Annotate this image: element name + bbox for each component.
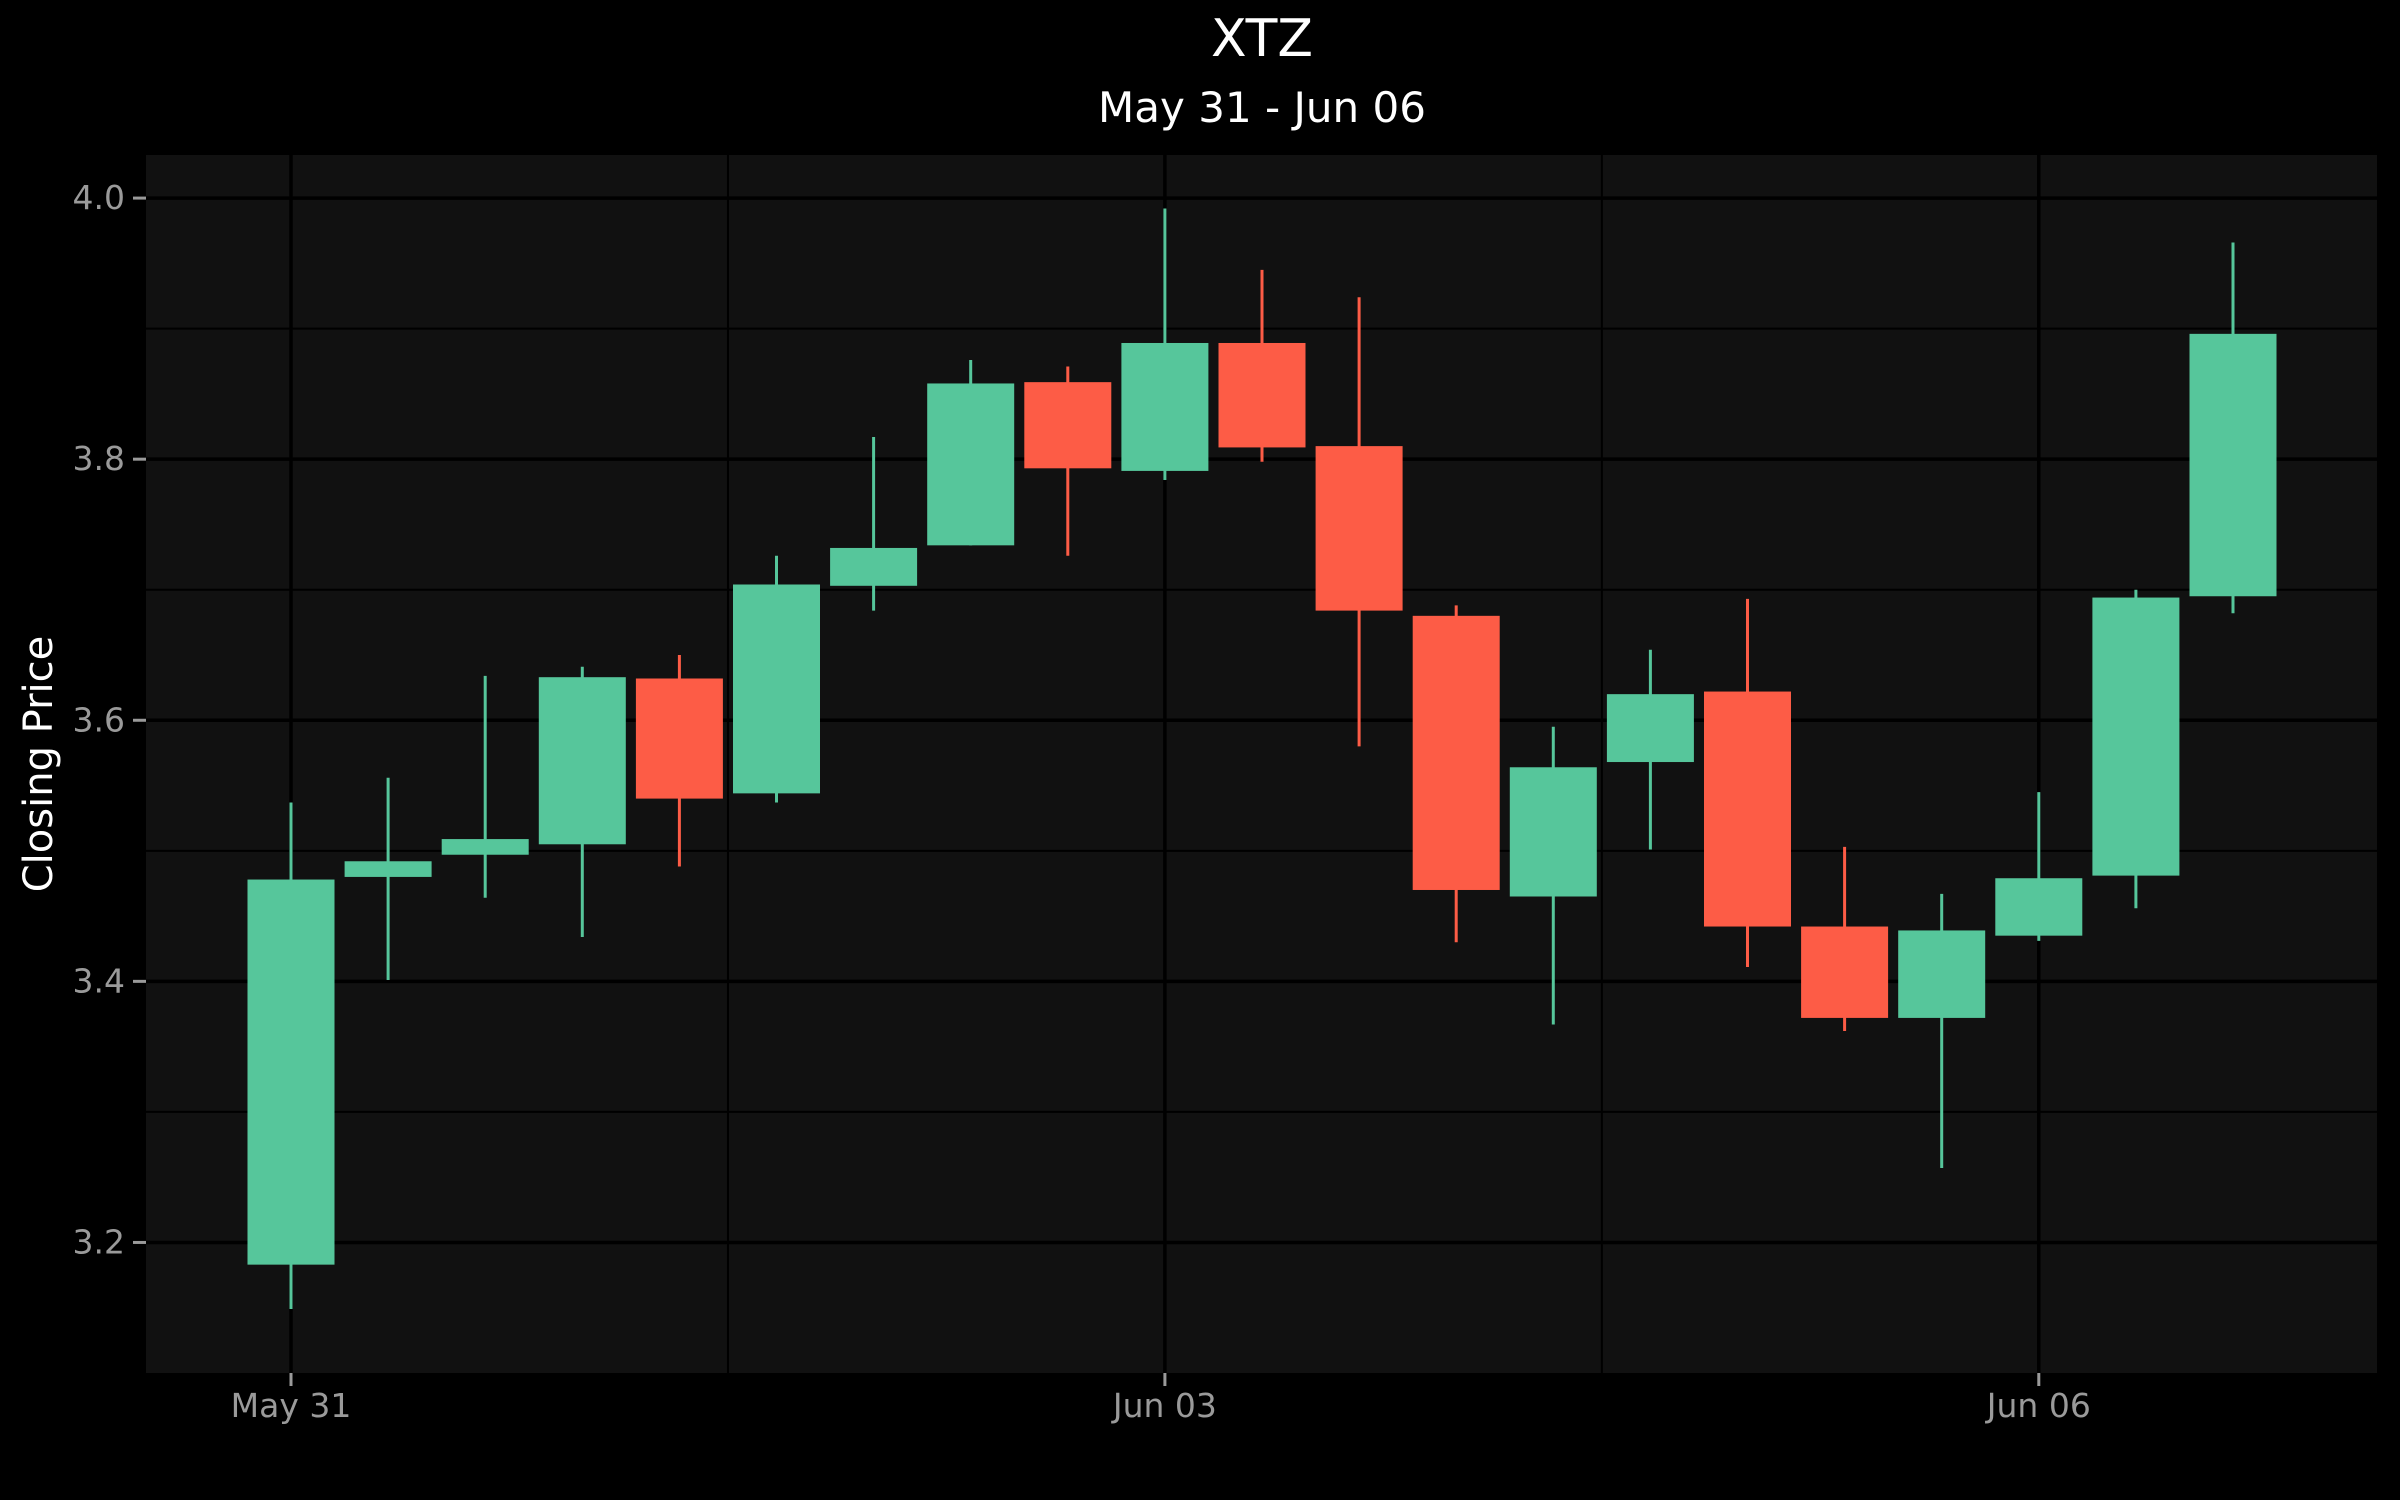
candle-body bbox=[1024, 382, 1112, 469]
candle-body bbox=[1315, 446, 1403, 611]
candle-body bbox=[344, 861, 432, 877]
candle bbox=[1801, 846, 1889, 1031]
candle bbox=[1606, 649, 1694, 850]
candle bbox=[1995, 792, 2083, 941]
candle-body bbox=[1898, 930, 1986, 1018]
candle bbox=[538, 666, 626, 937]
candles bbox=[247, 208, 2277, 1310]
chart-title: XTZ bbox=[1211, 9, 1313, 69]
candle-body bbox=[2189, 333, 2277, 597]
candle bbox=[2092, 589, 2180, 909]
candle bbox=[344, 777, 432, 981]
candle-body bbox=[538, 677, 626, 845]
candle bbox=[441, 675, 529, 898]
candle-body bbox=[1121, 342, 1209, 471]
candle bbox=[1704, 598, 1791, 967]
candle bbox=[1509, 726, 1597, 1025]
candle-body bbox=[927, 383, 1015, 546]
candle bbox=[1024, 366, 1112, 556]
grid-lines bbox=[146, 155, 2377, 1373]
candle bbox=[733, 555, 820, 803]
x-tick-label: May 31 bbox=[231, 1386, 352, 1425]
candle-body bbox=[1606, 694, 1694, 763]
y-tick-label: 4.0 bbox=[73, 178, 125, 217]
candle-body bbox=[733, 584, 820, 794]
candle-body bbox=[1509, 767, 1597, 897]
candle bbox=[1121, 208, 1209, 481]
x-tick-label: Jun 06 bbox=[1985, 1386, 2091, 1425]
y-axis-title: Closing Price bbox=[16, 636, 62, 893]
candle bbox=[830, 436, 918, 611]
candle bbox=[1315, 297, 1403, 747]
candle bbox=[1898, 893, 1986, 1169]
candle-body bbox=[635, 678, 723, 799]
y-tick-label: 3.8 bbox=[73, 439, 125, 478]
candle bbox=[1218, 269, 1306, 462]
candle bbox=[927, 359, 1015, 546]
candle bbox=[2189, 242, 2277, 614]
candle bbox=[247, 802, 335, 1310]
candle-body bbox=[1218, 342, 1306, 448]
candle-body bbox=[1995, 878, 2083, 936]
x-tick-label: Jun 03 bbox=[1111, 1386, 1217, 1425]
candle-body bbox=[1704, 691, 1791, 927]
candle-body bbox=[1801, 926, 1889, 1018]
y-tick-label: 3.6 bbox=[73, 700, 125, 739]
candle-body bbox=[830, 547, 918, 586]
candle-body bbox=[2092, 597, 2180, 876]
candle bbox=[1412, 605, 1500, 943]
candle bbox=[635, 654, 723, 867]
candle-body bbox=[247, 879, 335, 1265]
candle-body bbox=[1412, 615, 1500, 890]
axes: 3.2 3.4 3.6 3.8 4.0 May 31 Jun 03 Jun 06 bbox=[73, 178, 2091, 1425]
candle-body bbox=[441, 839, 529, 855]
y-tick-label: 3.4 bbox=[73, 961, 125, 1000]
y-tick-label: 3.2 bbox=[73, 1222, 125, 1261]
chart-subtitle: May 31 - Jun 06 bbox=[1098, 83, 1426, 132]
